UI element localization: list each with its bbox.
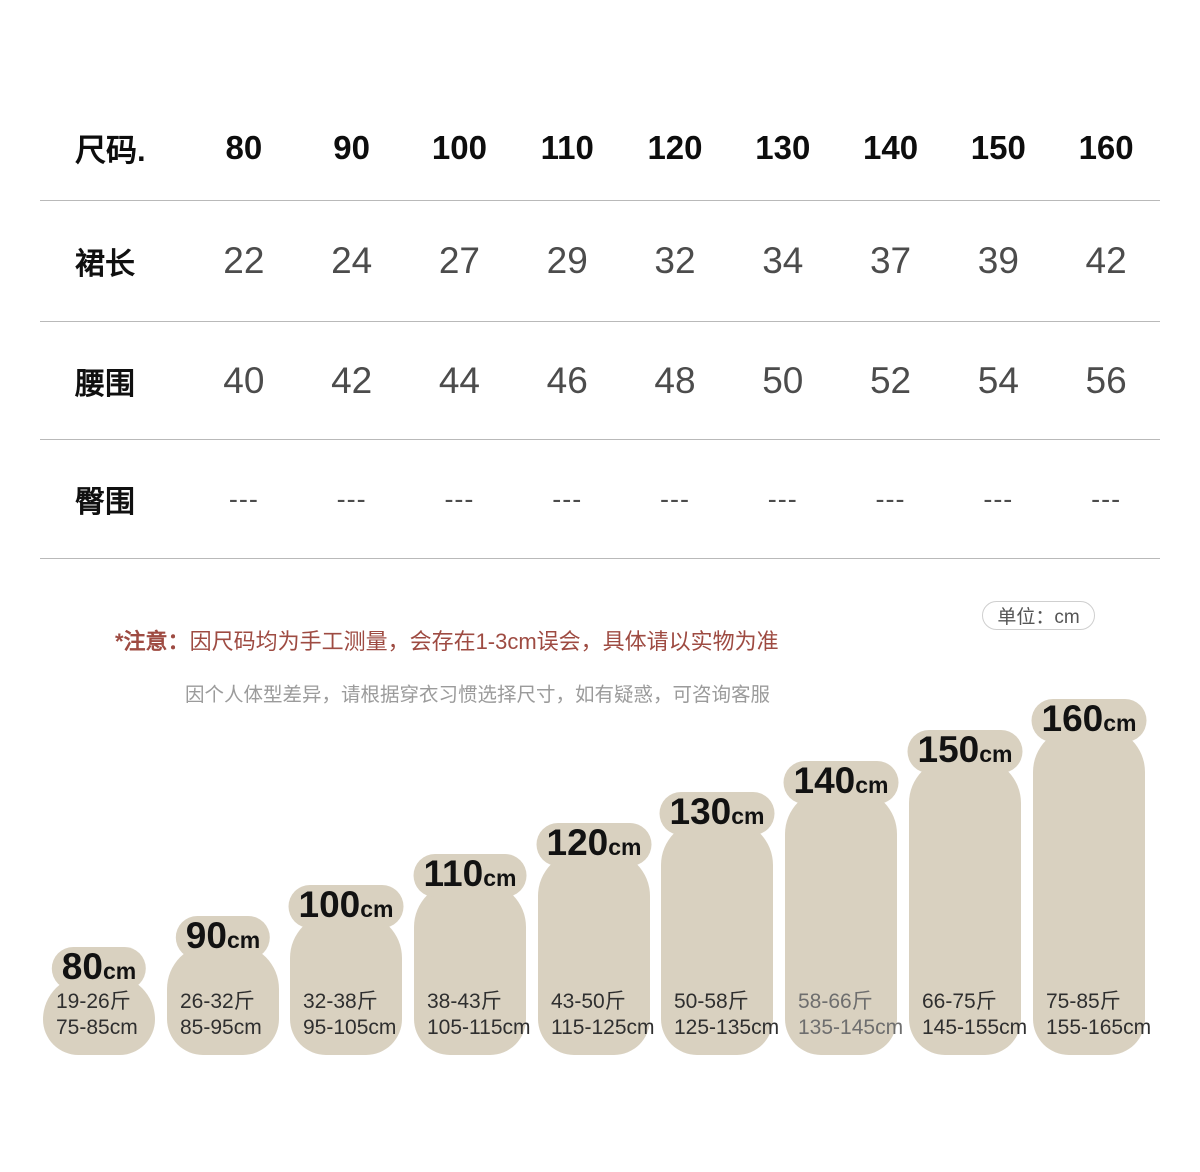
size-advice-note: 因个人体型差异，请根据穿衣习惯选择尺寸，如有疑惑，可咨询客服 (185, 684, 771, 706)
unit-badge: 单位：cm (982, 601, 1095, 630)
size-bar-120-label: 120cm (536, 823, 652, 866)
table-cell: 29 (546, 240, 588, 281)
weight-range: 26-32斤 (180, 990, 255, 1013)
table-cell: 44 (438, 359, 481, 401)
table-cell: 50 (762, 359, 804, 401)
warning-text: 因尺码均为手工测量，会存在1-3cm误会，具体请以实物为准 (189, 629, 779, 654)
size-column-90: 90 (333, 128, 371, 166)
height-range: 145-155cm (922, 1016, 1028, 1039)
table-header-label: 尺码. (75, 133, 146, 168)
row-label-waist: 腰围 (75, 367, 135, 401)
size-column-150: 150 (970, 128, 1026, 166)
size-column-140: 140 (863, 128, 919, 166)
size-column-100: 100 (431, 128, 487, 166)
measure-warning-note: *注意：因尺码均为手工测量，会存在1-3cm误会，具体请以实物为准 (115, 624, 779, 656)
table-cell: --- (767, 483, 798, 514)
size-column-130: 130 (755, 128, 811, 166)
size-bar-130: 130cm 50-58斤 125-135cm (659, 792, 780, 1055)
table-cell: 37 (869, 240, 912, 281)
weight-range: 32-38斤 (303, 990, 378, 1013)
size-bar-140: 140cm 58-66斤 135-145cm (783, 761, 904, 1055)
size-column-120: 120 (647, 128, 703, 166)
table-cell: 39 (977, 240, 1019, 281)
table-cell: --- (336, 483, 367, 514)
size-bar-90-range: 26-32斤 85-95cm (167, 989, 279, 1041)
size-bar-130-label: 130cm (659, 792, 775, 835)
height-range: 85-95cm (180, 1016, 262, 1039)
size-bar-110: 110cm 38-43斤 105-115cm (413, 854, 531, 1055)
size-bar-160-range: 75-85斤 155-165cm (1033, 989, 1152, 1041)
warning-prefix: *注意： (115, 629, 190, 654)
table-cell: 24 (331, 240, 373, 281)
size-bar-160-label: 160cm (1031, 699, 1147, 742)
table-row-skirt-length: 裙长 22 24 27 29 32 34 37 39 42 (40, 201, 1160, 322)
table-cell: 48 (654, 359, 696, 401)
table-cell: 42 (1085, 240, 1127, 281)
table-cell: 56 (1085, 359, 1127, 401)
size-bar-100-label: 100cm (288, 885, 404, 928)
size-bar-120: 120cm 43-50斤 115-125cm (536, 823, 655, 1055)
size-column-80: 80 (225, 128, 263, 166)
size-bar-100: 100cm 32-38斤 95-105cm (288, 885, 404, 1055)
size-bar-110-range: 38-43斤 105-115cm (414, 989, 531, 1041)
weight-range: 75-85斤 (1046, 990, 1121, 1013)
size-bar-130-range: 50-58斤 125-135cm (661, 989, 780, 1041)
table-row-hip: 臀围 --- --- --- --- --- --- --- --- --- (40, 440, 1160, 559)
height-range: 125-135cm (674, 1016, 780, 1039)
weight-range: 50-58斤 (674, 990, 749, 1013)
table-cell: 52 (869, 359, 912, 401)
weight-range: 19-26斤 (56, 990, 131, 1013)
table-cell: --- (444, 483, 475, 514)
table-cell: --- (983, 483, 1014, 514)
table-cell: 40 (223, 359, 265, 401)
table-header-row: 尺码. 80 90 100 110 120 130 140 150 160 (40, 95, 1160, 201)
table-cell: 54 (977, 359, 1019, 401)
size-bar-80-label: 80cm (51, 947, 147, 990)
size-bar-140-range: 58-66斤 135-145cm (785, 989, 904, 1041)
weight-range: 58-66斤 (798, 990, 873, 1013)
size-bar-160: 160cm 75-85斤 155-165cm (1031, 699, 1152, 1055)
size-bar-100-range: 32-38斤 95-105cm (290, 989, 402, 1041)
table-cell: 34 (762, 240, 804, 281)
table-cell: --- (228, 483, 259, 514)
size-column-110: 110 (540, 128, 594, 166)
table-cell: --- (552, 483, 583, 514)
height-range: 115-125cm (551, 1016, 655, 1039)
size-bar-150: 150cm 66-75斤 145-155cm (907, 730, 1028, 1055)
table-cell: --- (1091, 483, 1122, 514)
size-bar-90-label: 90cm (175, 916, 271, 959)
size-bar-80-range: 19-26斤 75-85cm (43, 989, 155, 1041)
size-bar-110-label: 110cm (413, 854, 527, 897)
height-range: 95-105cm (303, 1016, 397, 1039)
row-label-skirt-length: 裙长 (75, 248, 135, 281)
weight-range: 66-75斤 (922, 990, 997, 1013)
weight-range: 38-43斤 (427, 990, 502, 1013)
size-bar-120-range: 43-50斤 115-125cm (538, 989, 655, 1041)
size-bar-150-label: 150cm (907, 730, 1023, 773)
height-range: 155-165cm (1046, 1016, 1152, 1039)
height-range: 75-85cm (56, 1016, 138, 1039)
size-bar-80: 80cm 19-26斤 75-85cm (43, 947, 155, 1055)
size-bar-140-label: 140cm (783, 761, 899, 804)
size-table: 尺码. 80 90 100 110 120 130 140 150 160 裙长… (40, 95, 1160, 559)
size-bar-150-range: 66-75斤 145-155cm (909, 989, 1028, 1041)
table-cell: --- (875, 483, 906, 514)
table-cell: 46 (546, 359, 588, 401)
size-column-160: 160 (1078, 128, 1134, 166)
row-label-hip: 臀围 (75, 486, 135, 519)
table-cell: 42 (331, 359, 373, 401)
weight-range: 43-50斤 (551, 990, 626, 1013)
table-cell: 32 (654, 240, 696, 281)
height-range: 105-115cm (427, 1016, 531, 1039)
table-row-waist: 腰围 40 42 44 46 48 50 52 54 56 (40, 322, 1160, 440)
table-cell: 27 (438, 240, 481, 281)
table-cell: --- (660, 483, 690, 514)
height-range: 135-145cm (798, 1016, 904, 1039)
table-cell: 22 (223, 240, 265, 281)
size-bar-90: 90cm 26-32斤 85-95cm (167, 916, 279, 1055)
